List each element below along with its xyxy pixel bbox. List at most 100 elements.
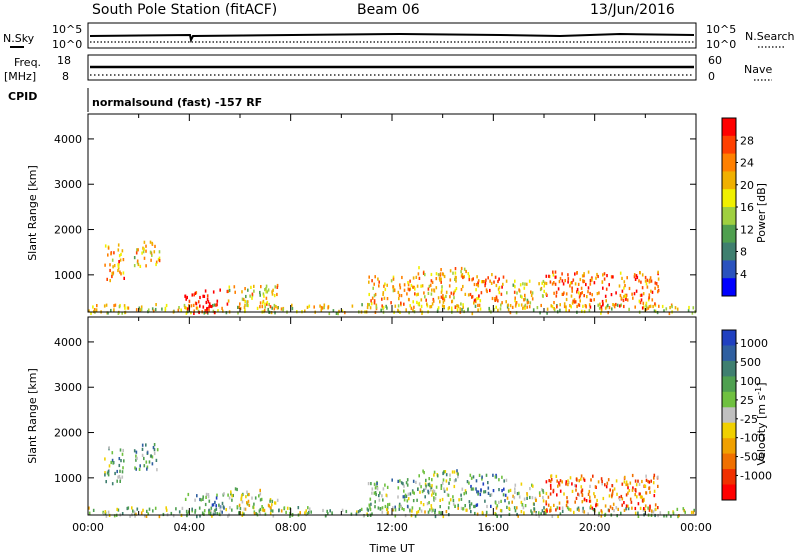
heatmap-cell — [460, 506, 463, 510]
heatmap-cell — [104, 471, 106, 475]
heatmap-cell — [583, 279, 586, 283]
heatmap-cell — [637, 511, 639, 515]
heatmap-cell — [225, 311, 228, 315]
heatmap-cell — [576, 271, 578, 275]
heatmap-cell — [398, 504, 401, 508]
heatmap-cell — [109, 268, 111, 273]
heatmap-cell — [627, 507, 630, 511]
heatmap-cell — [275, 305, 277, 309]
heatmap-cell — [145, 514, 148, 518]
heatmap-cell — [477, 303, 479, 307]
heatmap-cell — [612, 489, 614, 493]
heatmap-cell — [427, 483, 430, 487]
heatmap-cell — [460, 302, 462, 306]
heatmap-cell — [403, 489, 405, 493]
heatmap-cell — [143, 240, 146, 244]
heatmap-cell — [117, 508, 120, 512]
heatmap-cell — [465, 508, 467, 512]
heatmap-cell — [495, 283, 498, 288]
heatmap-cell — [228, 496, 231, 500]
heatmap-cell — [150, 258, 152, 262]
heatmap-cell — [378, 280, 380, 284]
heatmap-cell — [481, 510, 484, 515]
heatmap-cell — [690, 510, 693, 514]
heatmap-cell — [403, 498, 406, 502]
heatmap-cell — [471, 278, 473, 282]
heatmap-cell — [682, 507, 685, 511]
heatmap-cell — [270, 311, 273, 315]
heatmap-cell — [484, 284, 486, 288]
heatmap-cell — [634, 511, 637, 515]
heatmap-cell — [515, 311, 518, 315]
heatmap-cell — [485, 473, 488, 477]
heatmap-cell — [119, 258, 122, 262]
heatmap-cell — [370, 299, 372, 303]
heatmap-cell — [456, 469, 458, 473]
heatmap-cell — [493, 280, 495, 284]
heatmap-cell — [482, 280, 484, 284]
heatmap-cell — [88, 309, 90, 313]
heatmap-cell — [657, 514, 659, 518]
heatmap-cell — [657, 277, 660, 281]
heatmap-cell — [442, 273, 445, 277]
heatmap-cell — [480, 280, 483, 284]
heatmap-cell — [401, 275, 403, 280]
heatmap-cell — [581, 274, 584, 278]
heatmap-cell — [278, 508, 280, 512]
heatmap-cell — [677, 515, 679, 519]
heatmap-cell — [558, 481, 560, 485]
heatmap-cell — [580, 485, 583, 489]
heatmap-cell — [453, 479, 456, 483]
heatmap-cell — [371, 512, 373, 516]
heatmap-cell — [431, 478, 433, 482]
heatmap-cell — [678, 514, 680, 518]
heatmap-cell — [619, 497, 621, 502]
heatmap-cell — [671, 305, 673, 309]
heatmap-cell — [581, 509, 584, 513]
heatmap-cell — [676, 507, 679, 511]
heatmap-cell — [144, 514, 146, 518]
heatmap-cell — [521, 295, 523, 299]
heatmap-cell — [653, 473, 656, 477]
heatmap-cell — [659, 511, 662, 515]
heatmap-cell — [649, 304, 652, 308]
heatmap-cell — [154, 307, 157, 312]
heatmap-cell — [231, 508, 233, 512]
nsearch-label: N.Search — [745, 30, 795, 43]
heatmap-cell — [653, 476, 655, 480]
heatmap-cell — [134, 466, 136, 470]
heatmap-cell — [597, 480, 600, 484]
heatmap-cell — [473, 299, 476, 303]
heatmap-cell — [623, 295, 625, 299]
heatmap-cell — [227, 514, 229, 518]
heatmap-cell — [439, 505, 441, 509]
heatmap-cell — [445, 290, 448, 294]
heatmap-cell — [432, 508, 434, 512]
heatmap-cell — [470, 510, 472, 514]
heatmap-cell — [398, 502, 401, 506]
heatmap-cell — [574, 272, 576, 276]
heatmap-cell — [382, 292, 384, 296]
heatmap-cell — [634, 506, 637, 511]
y-tick-label: 3000 — [54, 381, 82, 394]
heatmap-cell — [145, 460, 148, 464]
heatmap-cell — [427, 491, 430, 495]
heatmap-cell — [227, 289, 230, 293]
heatmap-cell — [468, 481, 470, 485]
heatmap-cell — [446, 487, 448, 491]
heatmap-cell — [123, 276, 125, 280]
heatmap-cell — [435, 277, 438, 281]
heatmap-cell — [498, 291, 501, 295]
heatmap-cell — [632, 296, 634, 300]
heatmap-cell — [591, 506, 594, 510]
heatmap-cell — [214, 508, 216, 512]
heatmap-cell — [470, 484, 472, 489]
heatmap-cell — [562, 292, 564, 296]
heatmap-cell — [444, 470, 447, 474]
heatmap-cell — [420, 298, 423, 302]
heatmap-cell — [118, 475, 121, 479]
heatmap-cell — [113, 251, 115, 255]
heatmap-cell — [588, 499, 591, 503]
heatmap-cell — [557, 287, 560, 291]
heatmap-cell — [407, 287, 410, 291]
